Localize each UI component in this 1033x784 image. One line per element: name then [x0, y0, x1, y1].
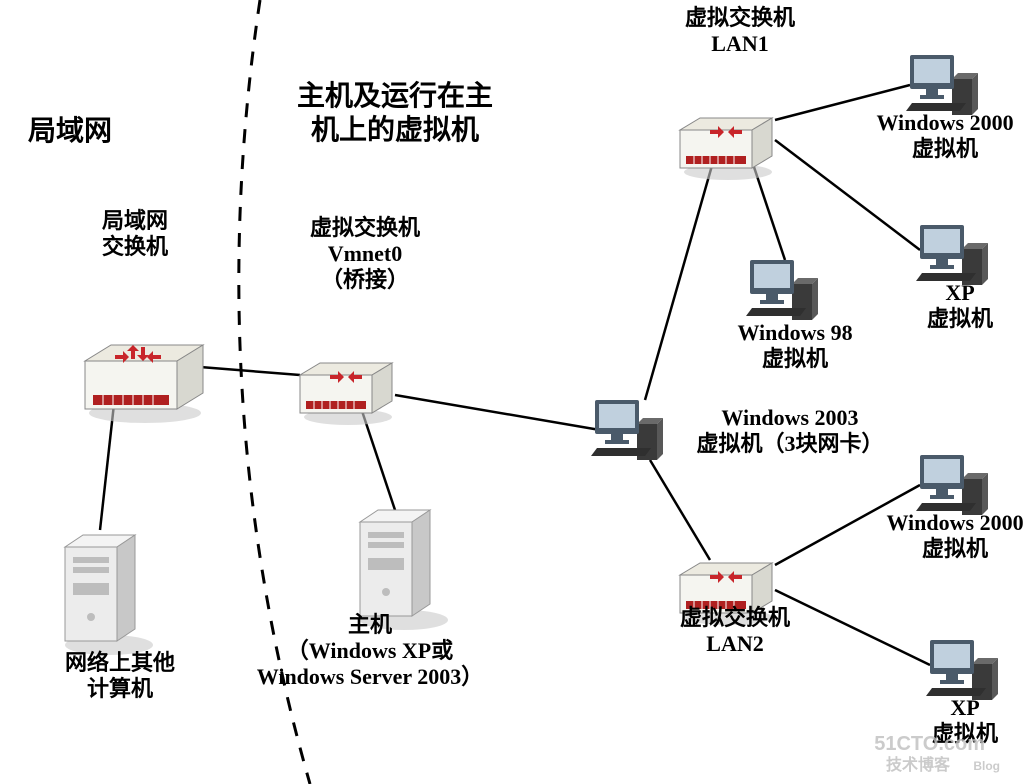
svg-text:51CTO.com: 51CTO.com: [874, 733, 985, 755]
switch-icon: [680, 118, 772, 180]
desktop-icon: [916, 455, 988, 515]
desktop-icon: [916, 225, 988, 285]
switch-icon: [300, 363, 392, 425]
label-vswitch-lan2: 虚拟交换机LAN2: [680, 605, 790, 656]
host-title: 主机及运行在主机上的虚拟机: [297, 79, 493, 146]
node-lan-switch: 局域网交换机: [85, 208, 203, 423]
desktop-icon: [926, 640, 998, 700]
label-win2000-b: Windows 2000虚拟机: [886, 510, 1023, 561]
nodes: 局域网交换机 虚拟交换机Vmnet0（桥接） 虚拟交换机LAN1 虚拟交换机LAN2 网…: [65, 5, 1024, 746]
label-win98: Windows 98虚拟机: [737, 320, 852, 371]
edges: [100, 85, 930, 665]
node-win98: Windows 98虚拟机: [737, 260, 852, 371]
edge-vswitch-lan2-xp-b: [775, 590, 930, 665]
node-vswitch-lan2: 虚拟交换机LAN2: [680, 563, 790, 656]
label-host-pc: 主机（Windows XP或Windows Server 2003）: [257, 612, 484, 689]
titles: 局域网 主机及运行在主机上的虚拟机: [28, 79, 493, 147]
node-vswitch-lan1: 虚拟交换机LAN1: [680, 5, 795, 180]
desktop-icon: [906, 55, 978, 115]
network-diagram: 局域网交换机 虚拟交换机Vmnet0（桥接） 虚拟交换机LAN1 虚拟交换机LAN2 网…: [0, 0, 1033, 784]
node-win2000-a: Windows 2000虚拟机: [876, 55, 1013, 161]
node-xp-a: XP虚拟机: [916, 225, 993, 331]
label-lan-switch: 局域网交换机: [102, 208, 168, 259]
label-vswitch-lan1: 虚拟交换机LAN1: [685, 5, 795, 56]
node-win2003: Windows 2003虚拟机（3块网卡）: [591, 400, 884, 460]
edge-win2003-vswitch-lan1: [645, 155, 715, 400]
label-win2000-a: Windows 2000虚拟机: [876, 110, 1013, 161]
label-xp-a: XP虚拟机: [927, 280, 993, 331]
edge-vmnet0-win2003: [395, 395, 600, 430]
switch-icon: [85, 345, 203, 423]
node-vmnet0: 虚拟交换机Vmnet0（桥接）: [300, 215, 420, 425]
edge-win2003-vswitch-lan2: [650, 460, 710, 560]
node-xp-b: XP虚拟机: [926, 640, 998, 746]
desktop-icon: [591, 400, 663, 460]
node-win2000-b: Windows 2000虚拟机: [886, 455, 1023, 561]
node-host-pc: 主机（Windows XP或Windows Server 2003）: [257, 510, 484, 689]
lan-title: 局域网: [28, 115, 112, 147]
node-other-pc: 网络上其他计算机: [65, 535, 175, 701]
edge-vswitch-lan1-xp-a: [775, 140, 920, 250]
desktop-icon: [746, 260, 818, 320]
tower-icon: [65, 535, 153, 655]
label-win2003: Windows 2003虚拟机（3块网卡）: [696, 405, 883, 456]
label-vmnet0: 虚拟交换机Vmnet0（桥接）: [310, 215, 420, 292]
svg-text:Blog: Blog: [973, 759, 1000, 773]
watermark: 51CTO.com 技术博客 Blog: [874, 733, 1000, 774]
svg-text:技术博客: 技术博客: [886, 755, 951, 774]
label-other-pc: 网络上其他计算机: [65, 650, 175, 701]
